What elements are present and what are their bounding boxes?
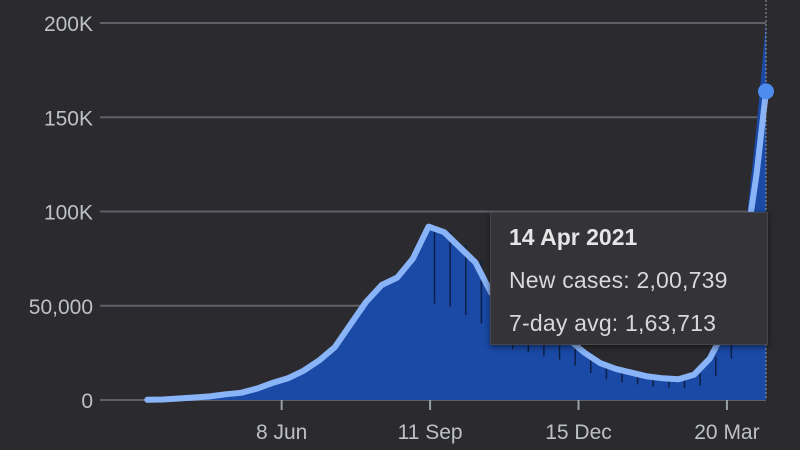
line-layer (144, 88, 769, 403)
hover-point-marker (758, 83, 774, 100)
y-axis-labels: 0 50,000 100K 150K 200K (29, 13, 93, 413)
y-tick-label: 200K (44, 13, 93, 36)
hover-tooltip: 14 Apr 2021 New cases: 2,00,739 7-day av… (490, 212, 768, 345)
x-tick-label: 15 Dec (545, 421, 612, 444)
x-tick-label: 20 Mar (694, 421, 759, 444)
area-layer (147, 21, 767, 400)
x-tick-label: 11 Sep (398, 421, 463, 444)
tooltip-7day-avg: 7-day avg: 1,63,713 (509, 310, 717, 336)
y-tick-label: 0 (81, 390, 93, 413)
tooltip-new-cases: New cases: 2,00,739 (509, 267, 728, 293)
series-7day-avg-line (144, 88, 769, 403)
tooltip-date: 14 Apr 2021 (509, 224, 638, 250)
series-new-cases-area (147, 21, 767, 400)
y-tick-label: 100K (44, 202, 93, 225)
x-tick-label: 8 Jun (256, 421, 307, 444)
y-tick-label: 150K (44, 107, 93, 130)
x-axis-labels: 8 Jun 11 Sep 15 Dec 20 Mar (256, 400, 760, 444)
y-tick-label: 50,000 (29, 296, 93, 319)
